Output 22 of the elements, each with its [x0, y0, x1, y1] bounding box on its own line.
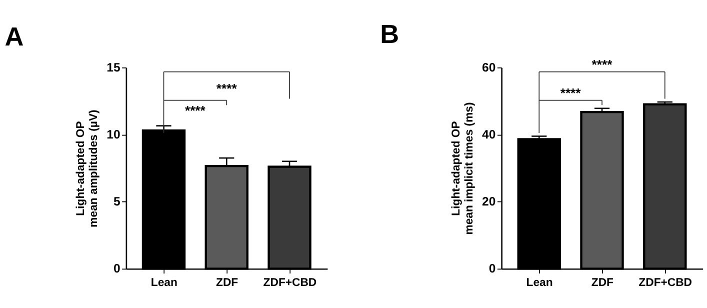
chart-title: B — [380, 18, 400, 49]
y-tick-label: 15 — [106, 60, 120, 74]
y-tick-label: 0 — [113, 262, 120, 276]
y-tick-label: 40 — [482, 127, 496, 142]
y-tick-label: 20 — [482, 194, 496, 209]
x-tick-label: Lean — [150, 276, 178, 289]
annotation: **** — [560, 86, 582, 101]
x-tick-label: Lean — [526, 276, 553, 289]
x-tick-label: ZDF — [591, 276, 614, 289]
x-tick-label: ZDF+CBD — [263, 276, 317, 289]
y-axis-title: Light-adapted OP mean implicit times (ms) — [450, 102, 476, 235]
x-tick-label: ZDF — [216, 276, 238, 289]
y-tick-label: 10 — [106, 127, 120, 142]
y-tick-label: 60 — [482, 60, 496, 74]
x-tick-label: ZDF+CBD — [638, 276, 692, 289]
chart-title: A — [4, 22, 24, 52]
annotation: **** — [592, 57, 614, 72]
annotation: **** — [216, 80, 238, 96]
annotation: **** — [184, 103, 206, 118]
y-tick-label: 5 — [113, 194, 120, 209]
y-tick-label: 0 — [488, 262, 496, 276]
y-axis-title: Light-adapted OP mean amplitudes (µV) — [74, 109, 100, 228]
